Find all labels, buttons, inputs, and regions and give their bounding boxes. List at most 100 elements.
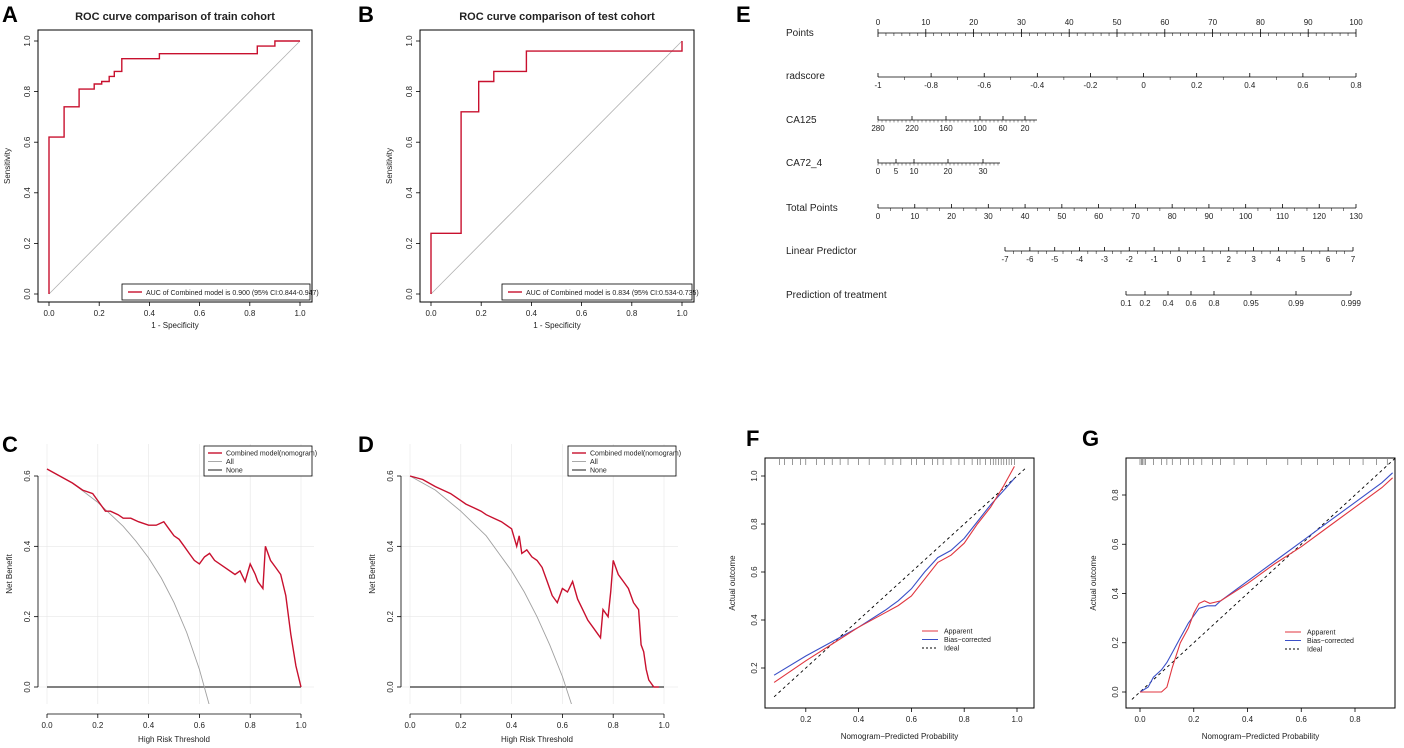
nomogram-tick-label: 5 [1301,255,1306,264]
y-tick-label-B: 0.4 [405,187,414,199]
x-tick-label-B: 1.0 [676,309,688,318]
nomogram-tick-label: -2 [1126,255,1134,264]
x-tick-label-D: 0.0 [404,721,416,730]
panel-label-G: G [1082,426,1099,451]
nomogram-tick-label: 30 [1017,18,1026,27]
y-tick-label-B: 0.6 [405,136,414,148]
y-axis-label-F: Actual outcome [728,555,737,611]
nomogram-tick-label: -5 [1051,255,1059,264]
nomogram-tick-label: -0.2 [1084,81,1098,90]
bias-corrected-curve-F [773,478,1015,676]
nomogram-tick-label: 160 [939,124,953,133]
x-axis-label-F: Nomogram−Predicted Probability [841,732,959,741]
nomogram-tick-label: -0.8 [924,81,938,90]
nomogram-tick-label: 60 [999,124,1008,133]
x-tick-label-D: 0.2 [455,721,467,730]
y-tick-label-C: 0.6 [23,470,32,482]
panel-label-B: B [358,2,374,27]
nomogram-tick-label: -1 [874,81,882,90]
chart-title-B: ROC curve comparison of test cohort [459,11,655,23]
y-tick-label-D: 0.2 [386,611,395,623]
nomogram-tick-label: 2 [1226,255,1231,264]
x-axis-label-B: 1 - Specificity [533,321,581,330]
nomogram-tick-label: 40 [1021,212,1030,221]
nomogram-tick-label: 20 [969,18,978,27]
x-tick-label-A: 0.6 [194,309,206,318]
nomogram-tick-label: -0.4 [1030,81,1044,90]
nomogram-tick-label: 60 [1094,212,1103,221]
y-tick-label-B: 0.8 [405,85,414,97]
nomogram-row-label: Total Points [786,203,838,214]
nomogram-tick-label: 5 [894,167,899,176]
nomogram-tick-label: 10 [921,18,930,27]
nomogram-tick-label: -4 [1076,255,1084,264]
x-axis-label-G: Nomogram−Predicted Probability [1202,732,1320,741]
nomogram-tick-label: 80 [1256,18,1265,27]
y-tick-label-F: 0.8 [750,518,759,530]
nomogram-tick-label: 0.4 [1162,299,1174,308]
legend-text-G: Bias−corrected [1307,638,1354,645]
nomogram-tick-label: 0 [876,167,881,176]
x-tick-label-G: 0.6 [1296,715,1308,724]
nomogram-tick-label: 90 [1204,212,1213,221]
bias-corrected-curve-G [1139,472,1393,693]
legend-box-B [501,283,693,301]
y-axis-label-C: Net Benefit [5,553,14,593]
nomogram-tick-label: 10 [910,212,919,221]
plot-frame-F [764,457,1035,709]
x-tick-label-A: 0.4 [144,309,156,318]
x-tick-label-F: 0.8 [959,715,971,724]
nomogram-tick-label: 1 [1202,255,1207,264]
legend-text-C: All [226,459,234,466]
nomogram-tick-label: 20 [947,212,956,221]
legend-text-F: Bias−corrected [944,637,991,644]
x-tick-label-B: 0.4 [526,309,538,318]
y-tick-label-G: 0.0 [1111,686,1120,698]
y-tick-label-F: 1.0 [750,470,759,482]
roc-curve-A [48,40,300,294]
x-tick-label-A: 0.8 [244,309,256,318]
nomogram-tick-label: 6 [1326,255,1331,264]
y-tick-label-G: 0.8 [1111,489,1120,501]
y-tick-label-F: 0.2 [750,662,759,674]
legend-text-D: None [590,468,607,475]
nomogram-tick-label: 0.8 [1350,81,1362,90]
nomogram-tick-label: -1 [1151,255,1159,264]
nomogram-tick-label: 80 [1168,212,1177,221]
reference-diagonal-B [430,40,683,295]
panel-label-F: F [746,426,759,451]
nomogram-tick-label: -0.6 [977,81,991,90]
plot-frame-G [1125,457,1396,709]
nomogram-tick-label: 90 [1304,18,1313,27]
x-tick-label-C: 0.2 [92,721,104,730]
plot-frame-B [419,29,695,303]
x-tick-label-G: 0.8 [1349,715,1361,724]
nomogram-tick-label: 0 [1141,81,1146,90]
model-curve-D [409,475,659,688]
nomogram-tick-label: 60 [1160,18,1169,27]
nomogram-tick-label: 50 [1113,18,1122,27]
legend-text-C: Combined model(nomogram) [226,451,317,458]
y-tick-label-D: 0.6 [386,470,395,482]
nomogram-tick-label: 0 [1177,255,1182,264]
all-curve-D [409,475,572,704]
legend-text-D: All [590,459,598,466]
nomogram-tick-label: 0.8 [1208,299,1220,308]
x-tick-label-C: 1.0 [295,721,307,730]
x-axis-label-C: High Risk Threshold [138,735,210,744]
nomogram-tick-label: -3 [1101,255,1109,264]
y-tick-label-F: 0.4 [750,614,759,626]
legend-text-A: AUC of Combined model is 0.900 (95% CI:0… [146,290,319,297]
y-tick-label-A: 1.0 [23,35,32,47]
y-tick-label-G: 0.6 [1111,538,1120,550]
nomogram-tick-label: 220 [905,124,919,133]
nomogram-tick-label: 20 [944,167,953,176]
y-tick-label-B: 0.2 [405,237,414,249]
nomogram-row-label: CA72_4 [786,158,823,169]
panel-label-D: D [358,432,374,457]
y-tick-label-D: 0.4 [386,540,395,552]
legend-text-C: None [226,468,243,475]
y-axis-label-A: Sensitivity [3,148,12,184]
x-tick-label-G: 0.2 [1188,715,1200,724]
legend-text-F: Apparent [944,629,972,636]
